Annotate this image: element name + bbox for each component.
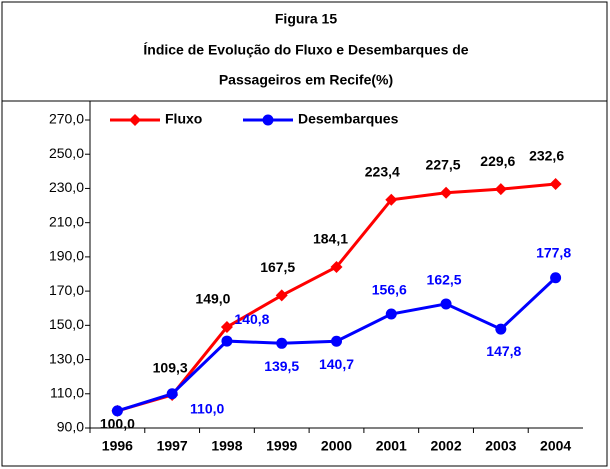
marker	[385, 193, 398, 206]
x-tick-label: 2000	[321, 438, 352, 454]
data-label: 223,4	[365, 163, 400, 179]
data-label: 162,5	[427, 272, 462, 288]
data-label: 140,7	[319, 356, 354, 372]
marker	[330, 260, 343, 273]
legend-label: Fluxo	[165, 111, 202, 127]
x-tick-label: 2001	[376, 438, 407, 454]
marker	[220, 321, 233, 334]
data-label: 232,6	[529, 148, 564, 164]
marker	[129, 114, 141, 126]
y-tick-label: 150,0	[49, 316, 84, 332]
data-label: 109,3	[153, 360, 188, 376]
data-label: 139,5	[264, 358, 299, 374]
data-label: 229,6	[480, 153, 515, 169]
chart-title: Índice de Evolução do Fluxo e Desembarqu…	[143, 42, 468, 58]
marker	[550, 272, 562, 284]
x-tick-label: 1997	[157, 438, 188, 454]
y-tick-label: 230,0	[49, 179, 84, 195]
marker	[440, 186, 453, 199]
marker	[549, 177, 562, 190]
data-label: 227,5	[426, 156, 461, 172]
marker	[111, 405, 123, 417]
y-tick-label: 270,0	[49, 111, 84, 127]
marker	[275, 289, 288, 302]
marker	[440, 298, 452, 310]
x-tick-label: 1999	[266, 438, 297, 454]
marker	[166, 388, 178, 400]
data-label: 100,0	[100, 416, 135, 432]
marker	[495, 323, 507, 335]
data-label: 147,8	[486, 343, 521, 359]
x-tick-label: 1998	[211, 438, 242, 454]
data-label: 184,1	[313, 231, 348, 247]
data-label: 149,0	[195, 291, 230, 307]
x-tick-label: 2003	[485, 438, 516, 454]
marker	[262, 114, 274, 126]
marker	[331, 335, 342, 347]
y-tick-label: 130,0	[49, 350, 84, 366]
y-tick-label: 90,0	[57, 419, 84, 435]
chart-title: Figura 15	[275, 11, 337, 27]
data-label: 110,0	[190, 400, 224, 416]
marker	[276, 337, 288, 349]
data-label: 156,6	[372, 282, 407, 298]
x-tick-label: 2004	[540, 438, 571, 454]
data-label: 140,8	[234, 311, 269, 327]
y-tick-label: 210,0	[49, 213, 84, 229]
marker	[385, 308, 397, 320]
marker	[494, 183, 507, 196]
y-tick-label: 110,0	[50, 384, 84, 400]
legend-label: Desembarques	[298, 111, 399, 127]
y-tick-label: 250,0	[49, 145, 84, 161]
y-tick-label: 170,0	[49, 282, 84, 298]
y-tick-label: 190,0	[49, 248, 84, 264]
data-label: 167,5	[260, 259, 295, 275]
data-label: 177,8	[536, 244, 571, 260]
marker	[221, 335, 233, 347]
x-tick-label: 2002	[430, 438, 461, 454]
chart-title: Passageiros em Recife(%)	[219, 72, 393, 88]
x-tick-label: 1996	[102, 438, 133, 454]
